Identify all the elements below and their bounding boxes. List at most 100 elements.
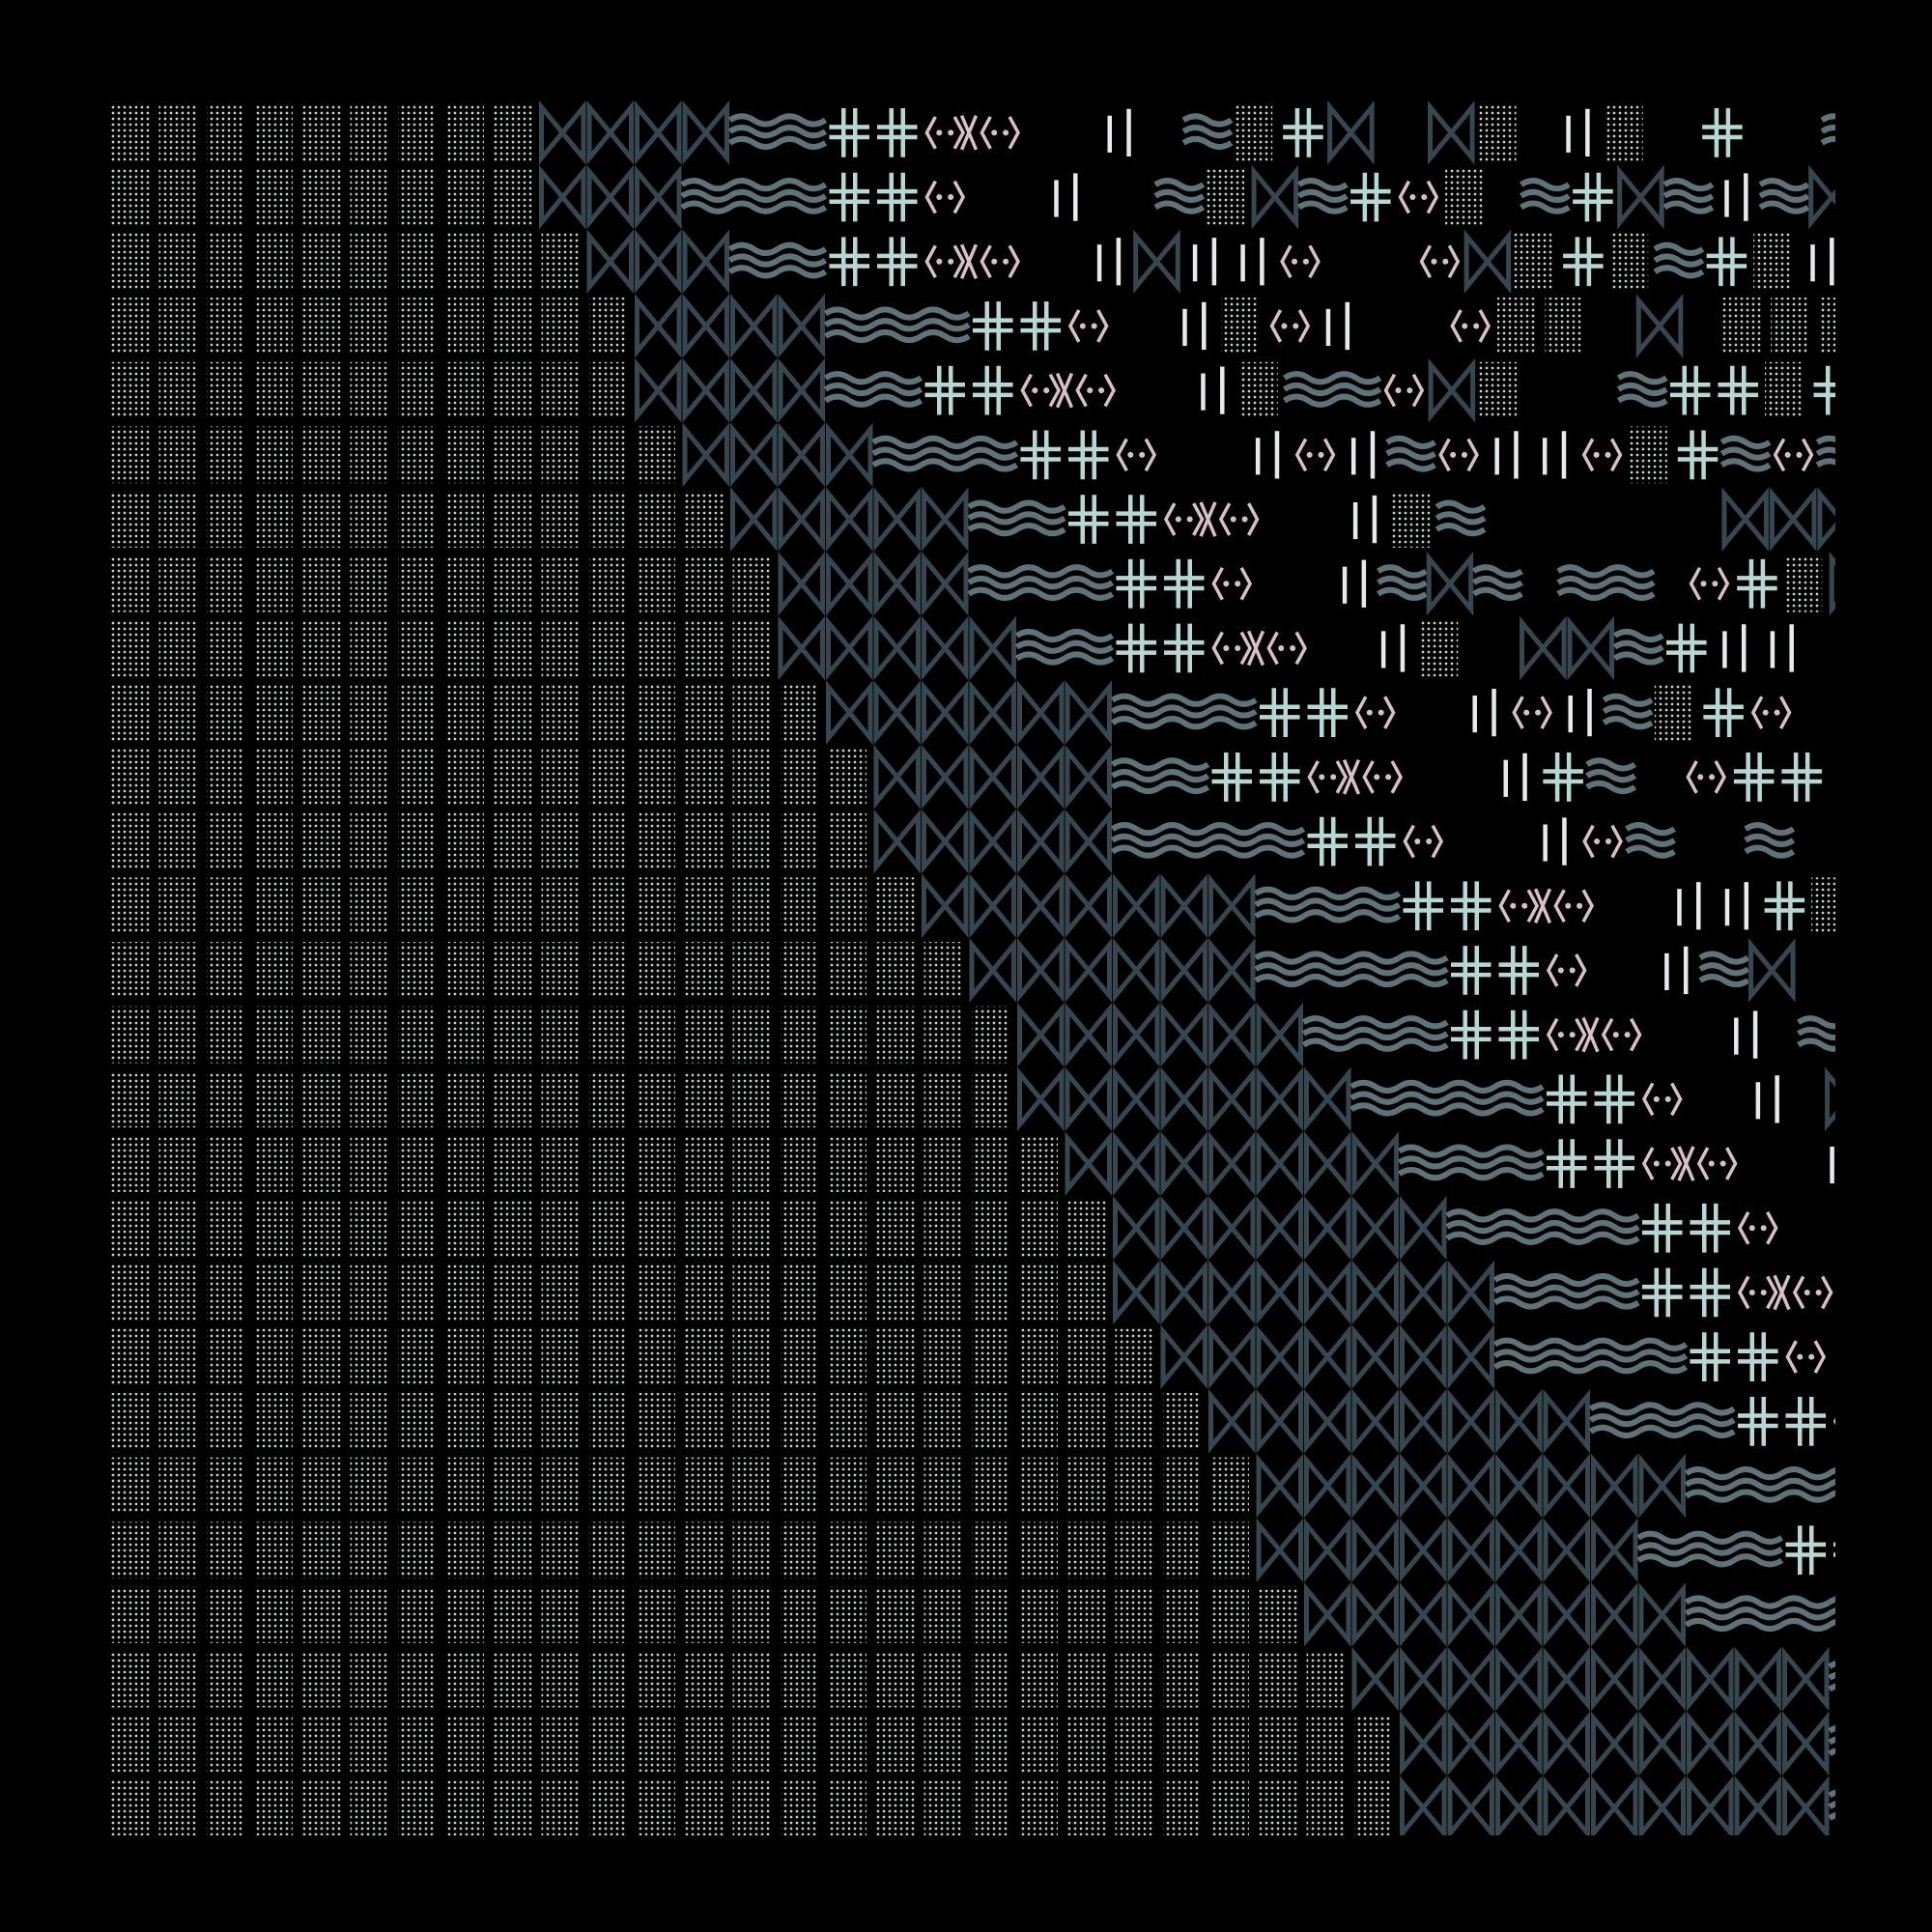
dots-block [494, 298, 532, 355]
dots-block [589, 1779, 628, 1835]
dots-fill [972, 1586, 1010, 1643]
bowtie [1591, 1646, 1638, 1712]
bowtie [1256, 1324, 1303, 1389]
bowtie-shape [1734, 1711, 1781, 1776]
dots-block [972, 1070, 1010, 1128]
dots-block [781, 1070, 819, 1128]
wave-line [1435, 511, 1487, 526]
bowtie-shape [1351, 1518, 1399, 1583]
dots-block [685, 877, 724, 935]
bracket-left [1696, 1147, 1710, 1180]
dots-fill [876, 1457, 915, 1515]
dots-block [541, 554, 580, 612]
dots-fill [685, 1586, 724, 1643]
dots-block [111, 1264, 150, 1321]
dots-block [732, 1521, 771, 1579]
double-cross [1690, 1203, 1730, 1253]
dots-fill [876, 877, 915, 935]
bracket-dot [1186, 516, 1193, 523]
wave-line [919, 328, 971, 344]
dots-fill [350, 1779, 388, 1835]
dots-block [972, 1135, 1010, 1192]
dots-fill [828, 1650, 867, 1708]
wave-line [1330, 393, 1382, 408]
dots-fill [111, 361, 150, 419]
bowtie-shape [730, 294, 778, 358]
dots-fill [1722, 298, 1762, 355]
dots-fill [254, 942, 293, 999]
dots-fill [589, 1006, 628, 1064]
vertical-bars [1722, 624, 1747, 672]
bracket-dot [1003, 129, 1009, 136]
bracket-right [1766, 1210, 1778, 1245]
wave [1636, 1337, 1689, 1375]
dots-fill [685, 749, 724, 806]
x-stroke [959, 115, 979, 151]
dots-fill [158, 1006, 197, 1064]
dots-fill [637, 749, 675, 806]
dots-fill [541, 1457, 580, 1515]
bowtie-shape [1017, 873, 1065, 939]
dots-fill [637, 1586, 675, 1643]
dots-block [350, 361, 388, 419]
dots-block [1067, 1586, 1106, 1643]
dots-block [1234, 104, 1273, 161]
dots-block [1115, 1715, 1153, 1773]
bracket-right [1008, 244, 1020, 279]
wave-line [1445, 1231, 1497, 1245]
bowtie-shape [1638, 1776, 1686, 1835]
dots-fill [685, 1264, 724, 1321]
angle-brackets [1601, 1017, 1642, 1052]
dots-fill [1019, 1457, 1058, 1515]
bracket-left [1512, 696, 1524, 729]
dots-block [1163, 1521, 1202, 1579]
dots-fill [494, 1586, 532, 1643]
wave-line [871, 382, 923, 397]
dots-fill [828, 812, 867, 870]
dots-fill [350, 1650, 388, 1708]
dots-block [637, 1650, 675, 1708]
bowtie-shape [1495, 1389, 1543, 1454]
bracket-dot [1330, 774, 1337, 781]
dots-block [445, 1264, 484, 1321]
dots-block [1354, 1715, 1393, 1773]
bracket-left [980, 116, 992, 150]
dots-block [207, 361, 245, 419]
dots-block [158, 1070, 197, 1128]
dots-fill [541, 426, 580, 484]
dots-fill [445, 877, 484, 935]
bowtie-shape [922, 615, 969, 681]
dots-fill [350, 1070, 388, 1128]
wave-line [1779, 1595, 1832, 1609]
dots-fill [637, 491, 675, 548]
wave [823, 371, 875, 408]
dots-fill [254, 1715, 293, 1773]
wave-line [1698, 951, 1750, 965]
dots-block [111, 426, 150, 484]
bowtie [1400, 1776, 1447, 1835]
dots-fill [111, 1393, 150, 1450]
bowtie-shape [1256, 1066, 1303, 1132]
dots-fill [207, 1586, 245, 1643]
dots-fill [207, 491, 245, 548]
dots-block [494, 1135, 532, 1192]
dots-block [111, 1393, 150, 1450]
dots-block [541, 1457, 580, 1515]
dots-block [1067, 1521, 1106, 1579]
dots-block [494, 1199, 532, 1257]
vertical-bars [1568, 688, 1592, 737]
dots-block [541, 426, 580, 484]
dots-fill [732, 1779, 771, 1835]
bracket-dot [1605, 838, 1611, 845]
bracket-dot [1892, 1548, 1898, 1553]
dots-fill [111, 1457, 150, 1515]
dots-fill [494, 877, 532, 935]
dots-block [111, 104, 150, 161]
dots-block [207, 1650, 245, 1708]
bowtie [1543, 1453, 1590, 1519]
dots-block [1019, 1199, 1058, 1257]
bowtie [1447, 1518, 1494, 1583]
wave-line [1744, 833, 1796, 847]
dots-fill [207, 749, 245, 806]
bowtie [730, 357, 778, 423]
